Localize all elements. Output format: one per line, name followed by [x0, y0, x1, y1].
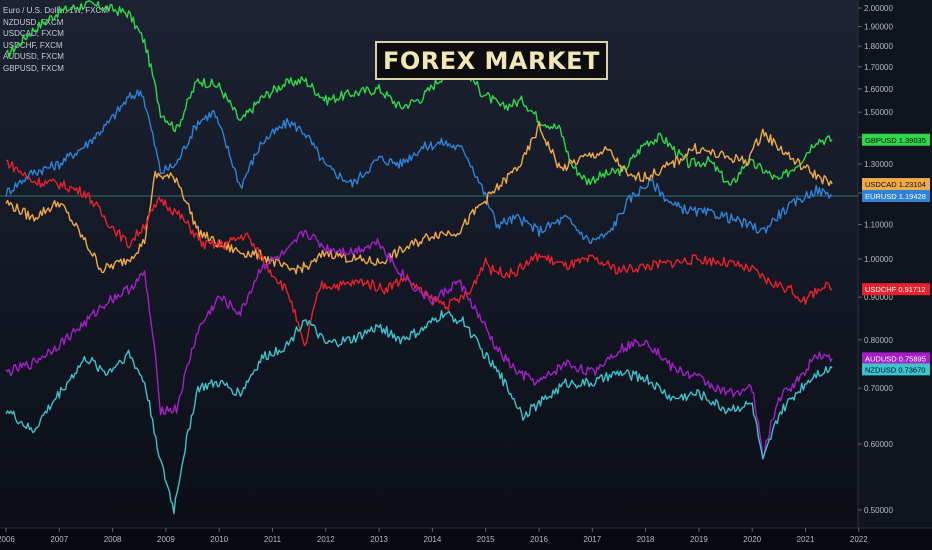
x-tick-label: 2006 [0, 535, 15, 544]
y-tick-label: 1.60000 [864, 85, 893, 94]
x-tick-label: 2014 [424, 535, 442, 544]
legend-item-usdchf: USDCHF, FXCM [3, 40, 63, 50]
x-tick-label: 2008 [104, 535, 122, 544]
y-tick-label: 1.50000 [864, 108, 893, 117]
x-tick-label: 2015 [477, 535, 495, 544]
price-tag-label: NZDUSD 0.73670 [865, 365, 925, 374]
price-tag-label: GBPUSD 1.39035 [865, 136, 926, 145]
legend-item-eurusd: Euro / U.S. Dollar, 1W, FXCM [3, 6, 108, 15]
x-tick-label: 2020 [743, 535, 761, 544]
y-tick-label: 1.30000 [864, 160, 893, 169]
y-tick-label: 1.90000 [864, 23, 893, 32]
y-tick-label: 1.70000 [864, 63, 893, 72]
price-tag-audusd: AUDUSD 0.75895 [862, 352, 930, 365]
price-tag-bg [862, 178, 930, 191]
legend-item-gbpusd: GBPUSD, FXCM [3, 63, 64, 73]
price-tag-label: EURUSD 1.19428 [865, 192, 926, 201]
price-tag-bg [862, 283, 930, 296]
x-tick-label: 2010 [210, 535, 228, 544]
y-tick-label: 1.10000 [864, 220, 893, 229]
price-tag-bg [862, 363, 930, 376]
legend-item-usdcad: USDCAD, FXCM [3, 29, 64, 38]
price-tag-gbpusd: GBPUSD 1.39035 [862, 133, 930, 146]
x-tick-label: 2017 [583, 535, 601, 544]
price-tag-usdchf: USDCHF 0.91712 [862, 283, 930, 296]
y-tick-label: 2.00000 [864, 4, 893, 13]
series-line-gbpusd [5, 0, 833, 186]
chart-title: FOREX MARKET [375, 41, 608, 80]
price-axis-panel [858, 0, 932, 550]
price-tag-bg [862, 133, 930, 146]
y-tick-label: 0.60000 [864, 440, 893, 449]
series-line-usdchf [5, 159, 833, 347]
x-tick-label: 2011 [264, 535, 282, 544]
price-tag-label: USDCHF 0.91712 [865, 285, 925, 294]
y-tick-label: 0.90000 [864, 293, 893, 302]
x-tick-label: 2007 [50, 535, 68, 544]
price-tag-eurusd: EURUSD 1.19428 [862, 190, 930, 203]
price-tag-bg [862, 352, 930, 365]
price-tag-usdcad: USDCAD 1.23104 [862, 178, 930, 191]
x-tick-label: 2013 [370, 535, 388, 544]
y-tick-label: 1.00000 [864, 255, 893, 264]
price-tag-label: AUDUSD 0.75895 [865, 354, 926, 363]
x-tick-label: 2022 [850, 535, 868, 544]
x-tick-label: 2021 [797, 535, 815, 544]
series-line-eurusd [5, 89, 833, 244]
legend-item-nzdusd: NZDUSD, FXCM [3, 17, 64, 27]
series-line-audusd [5, 230, 833, 460]
y-tick-label: 0.70000 [864, 384, 893, 393]
y-tick-label: 0.80000 [864, 336, 893, 345]
series-line-usdcad [5, 121, 833, 275]
time-axis-panel [0, 528, 932, 550]
legend-item-audusd: AUDUSD, FXCM [3, 52, 64, 61]
price-tag-label: USDCAD 1.23104 [865, 180, 926, 189]
x-tick-label: 2018 [637, 535, 655, 544]
price-tag-bg [862, 190, 930, 203]
chart-legend: Euro / U.S. Dollar, 1W, FXCM NZDUSD, FXC… [3, 5, 108, 74]
x-tick-label: 2019 [690, 535, 708, 544]
x-tick-label: 2009 [157, 535, 175, 544]
x-tick-label: 2016 [530, 535, 548, 544]
series-line-nzdusd [5, 310, 833, 515]
x-tick-label: 2012 [317, 535, 335, 544]
price-tag-nzdusd: NZDUSD 0.73670 [862, 363, 930, 376]
y-tick-label: 0.50000 [864, 506, 893, 515]
y-tick-label: 1.80000 [864, 42, 893, 51]
